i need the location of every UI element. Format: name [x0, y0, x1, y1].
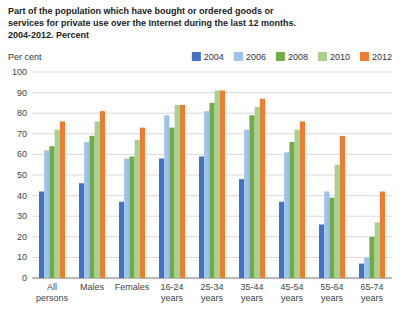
bar [169, 128, 174, 278]
legend-swatch [192, 52, 201, 61]
y-tick-label: 70 [17, 129, 27, 139]
y-tick-label: 30 [17, 211, 27, 221]
legend-item: 2012 [360, 52, 392, 62]
bar [124, 159, 129, 278]
bar [60, 121, 65, 278]
x-tick-label: 65-74years [360, 282, 383, 303]
bar [164, 115, 169, 278]
legend-item: 2010 [318, 52, 350, 62]
legend-label: 2010 [330, 52, 350, 62]
x-tick-label: 45-54years [280, 282, 303, 303]
y-axis-label: Per cent [8, 52, 42, 62]
legend: 2004 2006 2008 2010 2012 [192, 52, 392, 62]
y-tick-label: 40 [17, 191, 27, 201]
y-tick-label: 20 [17, 232, 27, 242]
chart: Part of the population which have bought… [0, 0, 400, 320]
bar [55, 130, 60, 278]
x-tick-label: 35-44years [240, 282, 263, 303]
y-tick-label: 100 [12, 67, 27, 77]
bar [119, 202, 124, 278]
series [55, 91, 380, 278]
x-tick-label: Females [115, 282, 150, 292]
bar [369, 237, 374, 278]
bar [100, 111, 105, 278]
legend-label: 2006 [246, 52, 266, 62]
bar [209, 103, 214, 278]
legend-label: 2008 [288, 52, 308, 62]
bar [140, 128, 145, 278]
legend-swatch [276, 52, 285, 61]
legend-swatch [360, 52, 369, 61]
bar [364, 257, 369, 278]
y-tick-label: 60 [17, 149, 27, 159]
bar [295, 130, 300, 278]
bar [39, 191, 44, 278]
bar [49, 146, 54, 278]
y-axis: 0 10 20 30 40 50 60 70 80 90 100 [12, 67, 392, 283]
bar [249, 115, 254, 278]
bar [129, 156, 134, 278]
series [60, 91, 385, 278]
x-tick-label: Males [80, 282, 105, 292]
bars [39, 91, 385, 278]
series [49, 103, 374, 278]
bar [180, 105, 185, 278]
bar [300, 121, 305, 278]
y-tick-label: 90 [17, 88, 27, 98]
bar [380, 191, 385, 278]
title: Part of the population which have bought… [8, 6, 296, 40]
legend-item: 2008 [276, 52, 308, 62]
bar [255, 107, 260, 278]
bar [289, 142, 294, 278]
bar [84, 142, 89, 278]
bar [199, 156, 204, 278]
bar [284, 152, 289, 278]
bar [244, 130, 249, 278]
bar [159, 159, 164, 278]
x-tick-label: Allpersons [36, 282, 69, 303]
bar [324, 191, 329, 278]
grid-line [32, 92, 392, 93]
legend-label: 2004 [204, 52, 224, 62]
legend-label: 2012 [372, 52, 392, 62]
bar [260, 99, 265, 278]
y-tick-label: 0 [22, 273, 27, 283]
bar [340, 136, 345, 278]
series [44, 111, 369, 278]
x-tick-label: 25-34years [200, 282, 223, 303]
bar [319, 224, 324, 278]
bar [204, 111, 209, 278]
y-tick-label: 10 [17, 252, 27, 262]
bar [89, 136, 94, 278]
legend-item: 2004 [192, 52, 224, 62]
bar [335, 165, 340, 278]
bar [175, 105, 180, 278]
y-tick-label: 50 [17, 170, 27, 180]
legend-item: 2006 [234, 52, 266, 62]
bar [329, 198, 334, 278]
bar [215, 91, 220, 278]
bar [375, 222, 380, 278]
x-tick-label: 16-24years [160, 282, 183, 303]
legend-swatch [318, 52, 327, 61]
bar [359, 264, 364, 278]
bar [279, 202, 284, 278]
bar [79, 183, 84, 278]
x-axis: Allpersons Males Females 16-24years 25-34yea… [36, 282, 384, 303]
y-tick-label: 80 [17, 108, 27, 118]
bar [239, 179, 244, 278]
bar [220, 91, 225, 278]
bar [95, 121, 100, 278]
bar [135, 140, 140, 278]
grid-line [32, 72, 392, 73]
legend-swatch [234, 52, 243, 61]
x-tick-label: 55-64years [320, 282, 343, 303]
bar [44, 150, 49, 278]
